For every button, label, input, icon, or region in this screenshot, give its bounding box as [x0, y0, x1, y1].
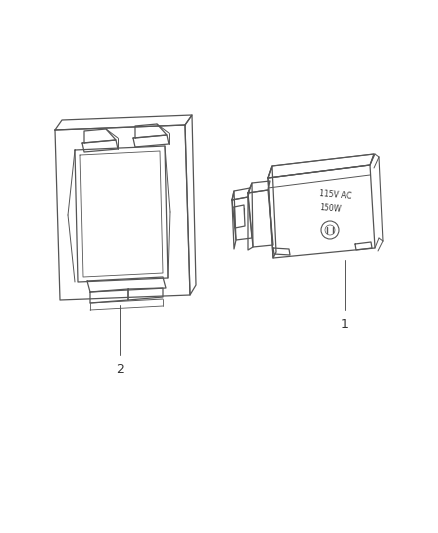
Text: 115V AC: 115V AC	[318, 189, 352, 201]
Text: 1: 1	[341, 318, 349, 331]
Text: 2: 2	[116, 363, 124, 376]
Text: 150W: 150W	[319, 203, 341, 213]
